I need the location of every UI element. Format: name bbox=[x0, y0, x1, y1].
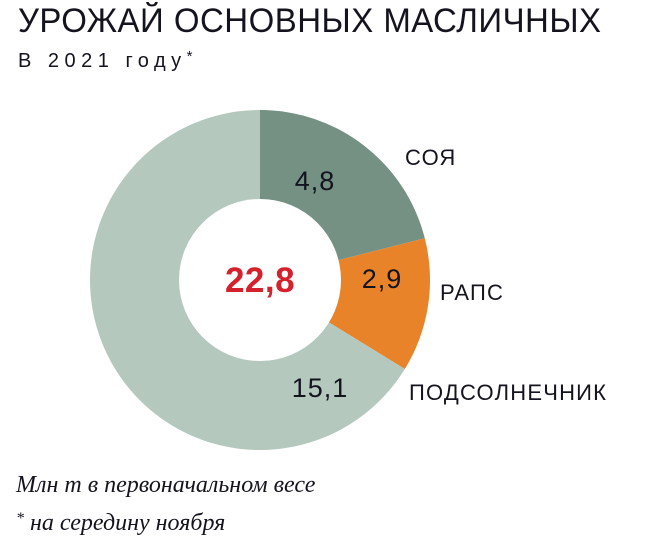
footer-unit-note: Млн т в первоначальном весе bbox=[16, 472, 316, 498]
slice-label-soy: СОЯ bbox=[405, 145, 457, 170]
donut-chart-svg: 22,8 4,8 2,9 15,1 СОЯ РАПС ПОДСОЛНЕЧНИК bbox=[90, 110, 607, 450]
footer-date-note: * на середину ноября bbox=[16, 504, 616, 538]
chart-subtitle-text: В 2021 году bbox=[18, 50, 187, 72]
subtitle-asterisk: * bbox=[186, 48, 193, 65]
slice-value-soy: 4,8 bbox=[295, 166, 336, 196]
donut-hole bbox=[179, 199, 341, 361]
slice-label-sunflower: ПОДСОЛНЕЧНИК bbox=[409, 380, 607, 405]
chart-subtitle: В 2021 году* bbox=[18, 46, 638, 72]
slice-value-rapeseed: 2,9 bbox=[362, 264, 403, 294]
footer-date-text: на середину ноября bbox=[24, 510, 226, 536]
slice-value-sunflower: 15,1 bbox=[292, 373, 349, 403]
slice-label-rapeseed: РАПС bbox=[440, 280, 504, 305]
center-total-value: 22,8 bbox=[225, 261, 295, 300]
page-title: УРОЖАЙ ОСНОВНЫХ МАСЛИЧНЫХ bbox=[18, 2, 602, 40]
footer-asterisk: * bbox=[16, 510, 24, 527]
donut-chart: 22,8 4,8 2,9 15,1 СОЯ РАПС ПОДСОЛНЕЧНИК bbox=[90, 110, 607, 450]
chart-footer: Млн т в первоначальном весе * на середин… bbox=[16, 470, 616, 538]
chart-header: УРОЖАЙ ОСНОВНЫХ МАСЛИЧНЫХ В 2021 году* bbox=[18, 2, 638, 72]
